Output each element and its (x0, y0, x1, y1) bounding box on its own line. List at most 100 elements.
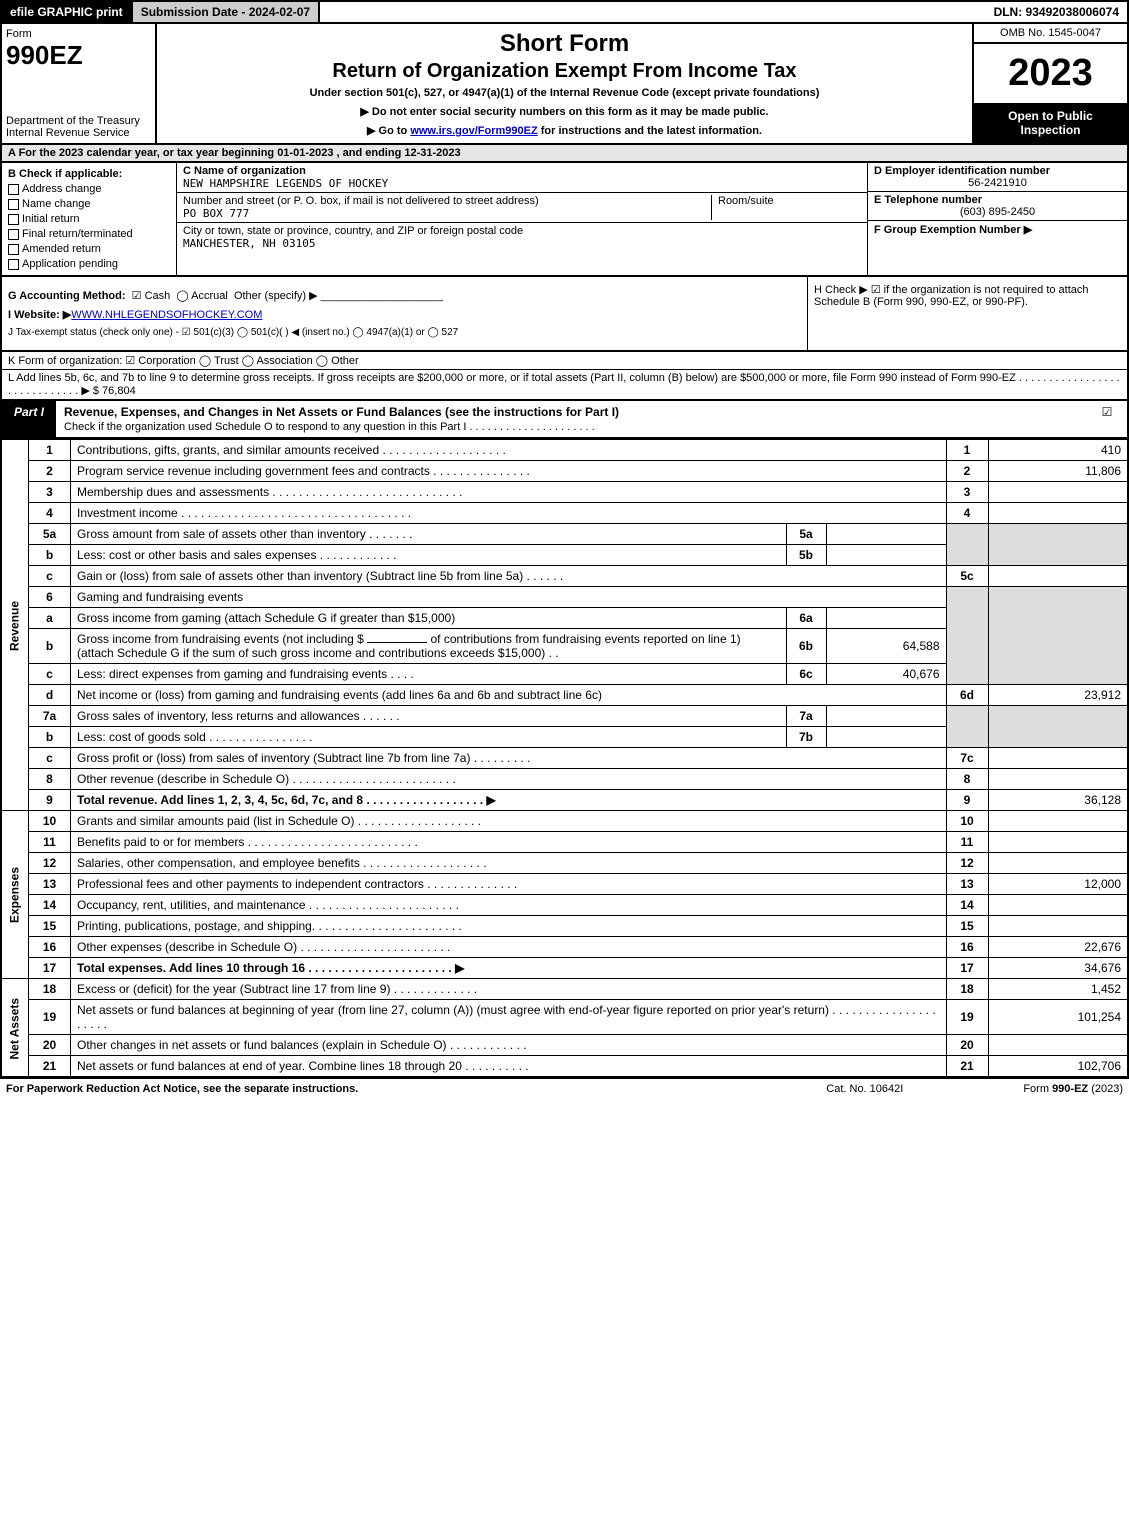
part1-checkbox: ☑ (1087, 401, 1127, 437)
tax-year: 2023 (974, 44, 1127, 103)
dln: DLN: 93492038006074 (986, 2, 1127, 22)
desc-20: Other changes in net assets or fund bala… (71, 1035, 947, 1056)
title-return: Return of Organization Exempt From Incom… (163, 60, 966, 83)
irs-link[interactable]: www.irs.gov/Form990EZ (410, 125, 537, 137)
b-item-pending: Application pending (8, 258, 170, 270)
b-item-name: Name change (8, 198, 170, 210)
ghij-block: G Accounting Method: ☑ Cash ◯ Accrual Ot… (0, 277, 1129, 352)
footer-left: For Paperwork Reduction Act Notice, see … (6, 1083, 826, 1095)
instr-goto: ▶ Go to www.irs.gov/Form990EZ for instru… (163, 124, 966, 137)
val-4 (988, 503, 1128, 524)
form-label: Form (6, 28, 151, 40)
desc-6a: Gross income from gaming (attach Schedul… (71, 608, 787, 629)
desc-9: Total revenue. Add lines 1, 2, 3, 4, 5c,… (71, 790, 947, 811)
val-11 (988, 832, 1128, 853)
efile-label: efile GRAPHIC print (2, 2, 131, 22)
form-title-block: Short Form Return of Organization Exempt… (157, 24, 972, 143)
subtitle: Under section 501(c), 527, or 4947(a)(1)… (163, 87, 966, 99)
b-item-amended: Amended return (8, 243, 170, 255)
desc-17: Total expenses. Add lines 10 through 16 … (71, 958, 947, 979)
c-room-label: Room/suite (711, 195, 861, 220)
ln-1: 1 (29, 440, 71, 461)
desc-2: Program service revenue including govern… (71, 461, 947, 482)
form-header-block: Form 990EZ Department of the Treasury In… (0, 22, 1129, 145)
k-form-org: K Form of organization: ☑ Corporation ◯ … (2, 352, 1127, 370)
g-accounting: G Accounting Method: ☑ Cash ◯ Accrual Ot… (8, 289, 801, 302)
c-name-row: C Name of organization NEW HAMPSHIRE LEG… (177, 163, 867, 193)
c-name-value: NEW HAMPSHIRE LEGENDS OF HOCKEY (183, 177, 861, 190)
desc-6: Gaming and fundraising events (71, 587, 947, 608)
desc-6c: Less: direct expenses from gaming and fu… (71, 664, 787, 685)
col-c-org: C Name of organization NEW HAMPSHIRE LEG… (177, 163, 867, 275)
footer-cat: Cat. No. 10642I (826, 1083, 903, 1095)
kl-block: K Form of organization: ☑ Corporation ◯ … (0, 352, 1129, 401)
subval-7a (826, 706, 946, 727)
c-name-label: C Name of organization (183, 165, 861, 177)
val-1: 410 (988, 440, 1128, 461)
desc-3: Membership dues and assessments . . . . … (71, 482, 947, 503)
val-17: 34,676 (988, 958, 1128, 979)
desc-4: Investment income . . . . . . . . . . . … (71, 503, 947, 524)
part1-label: Part I (2, 401, 56, 437)
title-short-form: Short Form (163, 30, 966, 58)
val-3 (988, 482, 1128, 503)
val-20 (988, 1035, 1128, 1056)
bcdef-block: B Check if applicable: Address change Na… (0, 163, 1129, 277)
desc-12: Salaries, other compensation, and employ… (71, 853, 947, 874)
val-9: 36,128 (988, 790, 1128, 811)
desc-8: Other revenue (describe in Schedule O) .… (71, 769, 947, 790)
c-city-value: MANCHESTER, NH 03105 (183, 237, 861, 250)
section-expenses: Expenses (1, 811, 29, 979)
e-phone: E Telephone number (603) 895-2450 (868, 192, 1127, 221)
instr-ssn: ▶ Do not enter social security numbers o… (163, 105, 966, 118)
val-19: 101,254 (988, 1000, 1128, 1035)
desc-18: Excess or (deficit) for the year (Subtra… (71, 979, 947, 1000)
section-netassets: Net Assets (1, 979, 29, 1078)
val-21: 102,706 (988, 1056, 1128, 1078)
val-13: 12,000 (988, 874, 1128, 895)
val-14 (988, 895, 1128, 916)
c-street-value: PO BOX 777 (183, 207, 711, 220)
b-item-initial: Initial return (8, 213, 170, 225)
desc-7b: Less: cost of goods sold . . . . . . . .… (71, 727, 787, 748)
val-10 (988, 811, 1128, 832)
desc-6d: Net income or (loss) from gaming and fun… (71, 685, 947, 706)
desc-5b: Less: cost or other basis and sales expe… (71, 545, 787, 566)
i-website: I Website: ▶WWW.NHLEGENDSOFHOCKEY.COM (8, 308, 801, 321)
c-city-row: City or town, state or province, country… (177, 223, 867, 252)
desc-19: Net assets or fund balances at beginning… (71, 1000, 947, 1035)
val-2: 11,806 (988, 461, 1128, 482)
h-schedule-b: H Check ▶ ☑ if the organization is not r… (807, 277, 1127, 350)
c-city-label: City or town, state or province, country… (183, 225, 861, 237)
form-id-block: Form 990EZ Department of the Treasury In… (2, 24, 157, 143)
desc-14: Occupancy, rent, utilities, and maintena… (71, 895, 947, 916)
val-18: 1,452 (988, 979, 1128, 1000)
header-bar: efile GRAPHIC print Submission Date - 20… (0, 0, 1129, 22)
desc-5c: Gain or (loss) from sale of assets other… (71, 566, 947, 587)
subval-6c: 40,676 (826, 664, 946, 685)
department: Department of the Treasury Internal Reve… (6, 115, 151, 139)
val-8 (988, 769, 1128, 790)
val-15 (988, 916, 1128, 937)
desc-7a: Gross sales of inventory, less returns a… (71, 706, 787, 727)
val-5c (988, 566, 1128, 587)
subval-6a (826, 608, 946, 629)
b-item-final: Final return/terminated (8, 228, 170, 240)
desc-5a: Gross amount from sale of assets other t… (71, 524, 787, 545)
row-a-tax-year: A For the 2023 calendar year, or tax yea… (0, 145, 1129, 163)
subval-5a (826, 524, 946, 545)
part1-title: Revenue, Expenses, and Changes in Net As… (56, 401, 1087, 437)
desc-13: Professional fees and other payments to … (71, 874, 947, 895)
val-7c (988, 748, 1128, 769)
c-street-row: Number and street (or P. O. box, if mail… (177, 193, 867, 223)
ghi-left: G Accounting Method: ☑ Cash ◯ Accrual Ot… (2, 277, 807, 350)
website-link[interactable]: WWW.NHLEGENDSOFHOCKEY.COM (71, 309, 262, 321)
form-number: 990EZ (6, 40, 151, 71)
subval-7b (826, 727, 946, 748)
j-tax-exempt: J Tax-exempt status (check only one) - ☑… (8, 327, 801, 338)
lines-table: Revenue 1 Contributions, gifts, grants, … (0, 439, 1129, 1078)
desc-6b: Gross income from fundraising events (no… (71, 629, 787, 664)
open-to-public: Open to Public Inspection (974, 103, 1127, 143)
b-item-address: Address change (8, 183, 170, 195)
col-def: D Employer identification number 56-2421… (867, 163, 1127, 275)
